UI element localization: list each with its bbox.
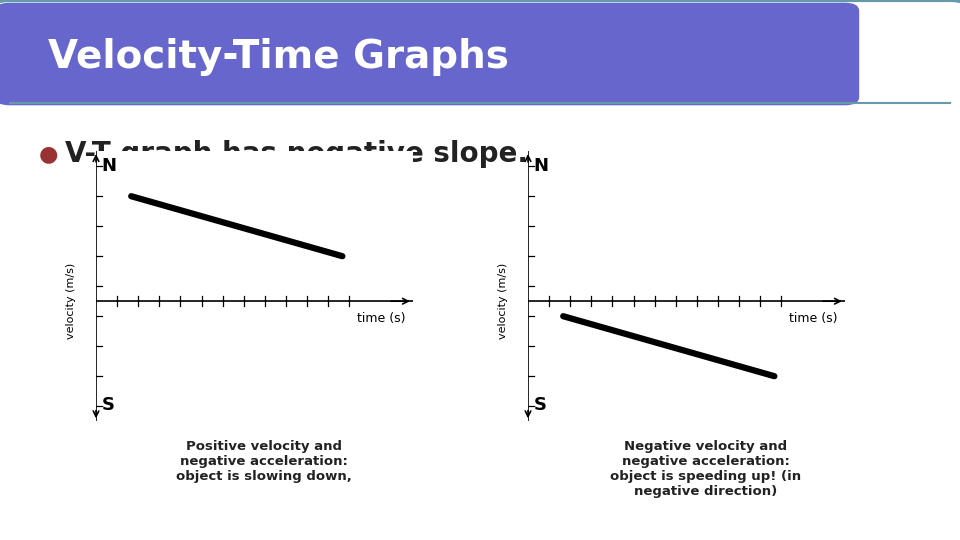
Text: S: S: [102, 396, 115, 414]
Text: N: N: [533, 157, 548, 175]
Text: time (s): time (s): [357, 312, 406, 325]
Text: N: N: [101, 157, 116, 175]
Text: Positive velocity and
negative acceleration:
object is slowing down,: Positive velocity and negative accelerat…: [176, 440, 352, 483]
FancyBboxPatch shape: [0, 3, 859, 105]
Text: ●: ●: [38, 144, 58, 164]
Text: velocity (m/s): velocity (m/s): [66, 263, 77, 339]
Text: V-T graph has negative slope.: V-T graph has negative slope.: [65, 140, 528, 168]
Text: Velocity-Time Graphs: Velocity-Time Graphs: [48, 38, 509, 76]
Text: time (s): time (s): [789, 312, 838, 325]
Text: Negative velocity and
negative acceleration:
object is speeding up! (in
negative: Negative velocity and negative accelerat…: [610, 440, 802, 498]
Text: velocity (m/s): velocity (m/s): [498, 263, 509, 339]
Text: S: S: [534, 396, 547, 414]
